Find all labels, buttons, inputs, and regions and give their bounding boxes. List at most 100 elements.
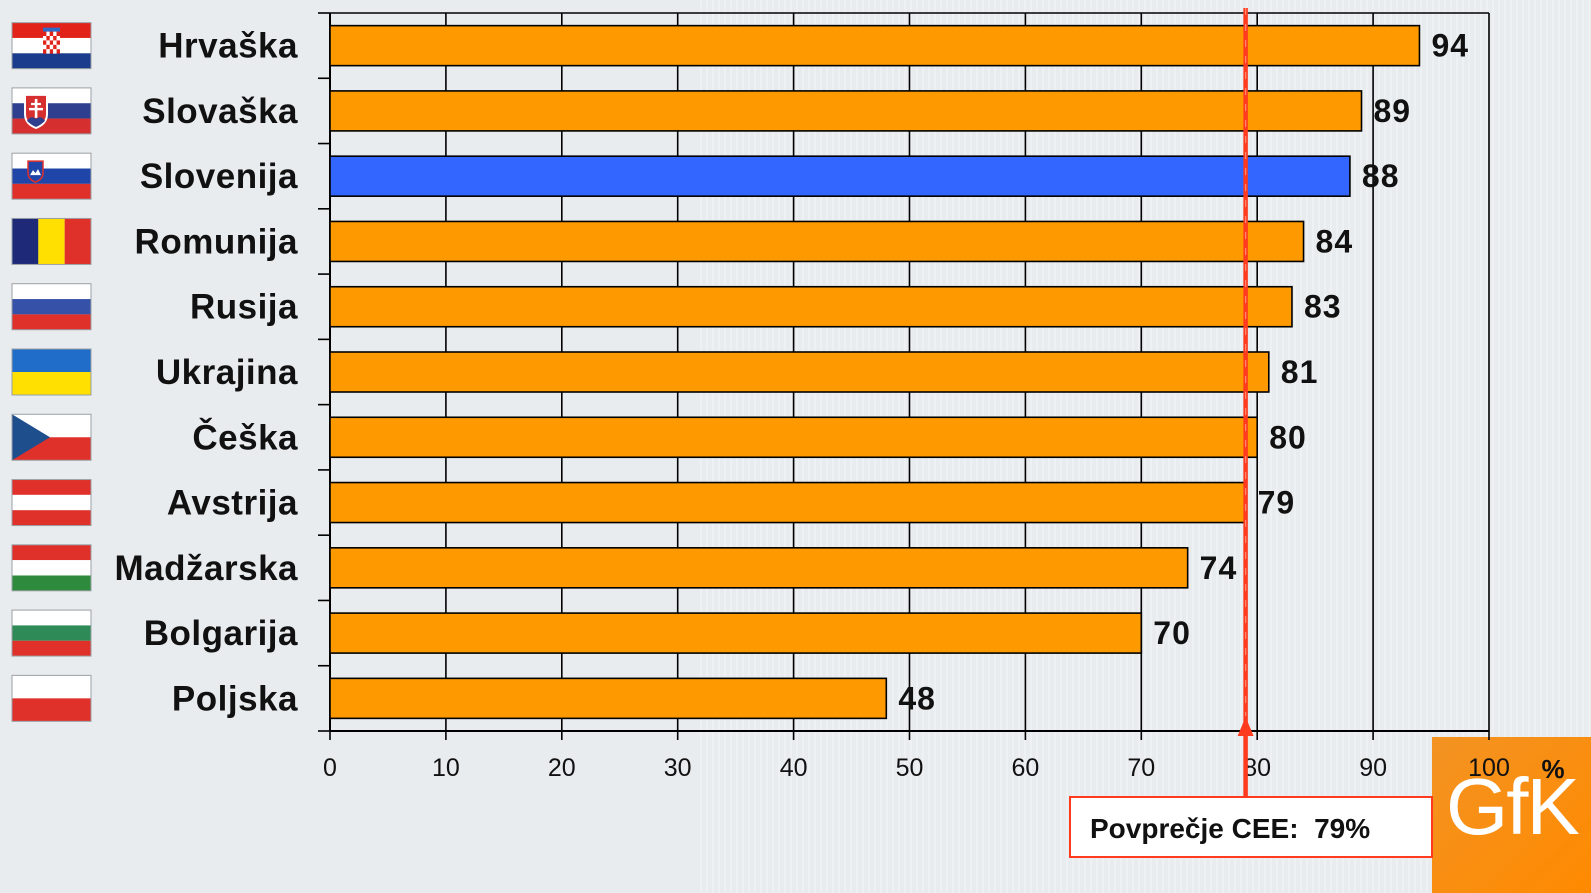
flag-stripe [12, 153, 91, 169]
flag-checker [53, 36, 57, 41]
x-tick-label-80: 80 [1243, 754, 1271, 782]
x-tick-label-10: 10 [432, 754, 460, 782]
flag-stripe [12, 698, 91, 722]
value-label-poljska: 48 [898, 680, 936, 716]
flag-stripe [12, 372, 91, 395]
poland-flag-icon [11, 674, 92, 722]
bar-avstrija [329, 481, 1247, 524]
flag-checker [46, 49, 50, 54]
romania-flag-icon [11, 217, 92, 265]
flag-stripe [12, 675, 91, 699]
x-unit-label: % [1541, 754, 1564, 784]
flag-stripe [38, 218, 65, 265]
flag-stripe [12, 640, 91, 657]
bar-hrvaska [329, 24, 1421, 67]
category-label-romunija: Romunija [135, 222, 298, 261]
flag-stripe [12, 218, 39, 265]
flag-hills [27, 117, 45, 127]
flag-checker [53, 49, 57, 54]
flag-cross [29, 107, 43, 111]
bar-slovenija [329, 155, 1351, 197]
flag-mountain [30, 169, 41, 176]
flag-checker [49, 40, 54, 45]
flag-shield [27, 160, 44, 183]
flag-stripe [12, 560, 91, 576]
flag-border [11, 217, 92, 265]
bar-slovaska [329, 90, 1363, 132]
category-label-slovenija: Slovenija [140, 157, 298, 196]
flag-cross [31, 102, 41, 106]
flag-border [11, 22, 92, 70]
flag-checker [43, 44, 47, 50]
flag-stripe [12, 283, 91, 300]
x-tick-label-0: 0 [323, 754, 337, 782]
bar-romunija [329, 220, 1305, 263]
flag-stripe [12, 299, 91, 315]
austria-flag-icon [11, 479, 92, 527]
flag-border [11, 152, 92, 200]
flag-stripe [64, 218, 91, 265]
flag-checker [53, 44, 57, 50]
bulgaria-flag-icon [11, 609, 92, 657]
flag-stripe [12, 118, 91, 134]
flag-checker [56, 44, 60, 50]
x-tick-label-60: 60 [1011, 754, 1039, 782]
flag-stripe [12, 87, 91, 104]
arrow-up-icon [1237, 717, 1254, 736]
flag-stripe [12, 610, 91, 626]
flag-stripe [12, 103, 91, 119]
flag-stripe [12, 314, 91, 330]
x-tick-label-30: 30 [664, 754, 692, 782]
logo-text: GfK [1446, 762, 1579, 851]
flag-checker [53, 31, 57, 37]
flag-checker [43, 31, 47, 37]
x-tick-label-100: 100 [1468, 754, 1510, 782]
flag-stripe [12, 168, 91, 184]
value-label-madzarska: 74 [1200, 550, 1238, 586]
flag-checker [56, 31, 60, 37]
croatia-flag-icon [11, 22, 92, 70]
x-tick-label-50: 50 [896, 754, 924, 782]
flag-stripe [12, 494, 91, 511]
x-tick-label-70: 70 [1127, 754, 1155, 782]
value-label-slovaska: 89 [1374, 93, 1412, 129]
bar-bolgarija [329, 612, 1143, 654]
category-label-ceska: Češka [192, 417, 298, 457]
flag-stripe [12, 479, 91, 495]
category-label-ukrajina: Ukrajina [156, 353, 298, 392]
ukraine-flag-icon [11, 348, 92, 396]
logo-background [1432, 737, 1591, 893]
category-label-bolgarija: Bolgarija [144, 614, 298, 653]
flag-checker [46, 31, 50, 37]
average-label-box [1069, 796, 1433, 858]
value-label-rusija: 83 [1304, 289, 1342, 325]
x-tick-label-20: 20 [548, 754, 576, 782]
bar-madzarska [329, 547, 1189, 589]
flag-checker [46, 44, 50, 50]
category-label-slovaska: Slovaška [142, 92, 298, 131]
slovakia-flag-icon [11, 87, 92, 135]
flag-checker [43, 49, 47, 54]
value-label-hrvaska: 94 [1431, 28, 1469, 64]
flag-border [11, 348, 92, 396]
flag-stripe [12, 575, 91, 591]
flag-border [11, 413, 92, 461]
flag-border [11, 609, 92, 657]
bar-ukrajina [329, 351, 1270, 393]
bar-poljska [329, 677, 888, 720]
flag-checker [49, 49, 54, 54]
flag-border [11, 479, 92, 527]
russia-flag-icon [11, 283, 92, 331]
value-label-ceska: 80 [1269, 419, 1307, 455]
flag-stripe [12, 349, 91, 372]
flag-checker [49, 36, 54, 41]
flag-checker [46, 40, 50, 45]
flag-border [11, 283, 92, 331]
hungary-flag-icon [11, 544, 92, 592]
flag-border [11, 544, 92, 592]
category-label-poljska: Poljska [172, 679, 298, 718]
category-label-madzarska: Madžarska [115, 549, 299, 588]
x-tick-label-90: 90 [1359, 754, 1387, 782]
value-label-romunija: 84 [1316, 223, 1354, 259]
